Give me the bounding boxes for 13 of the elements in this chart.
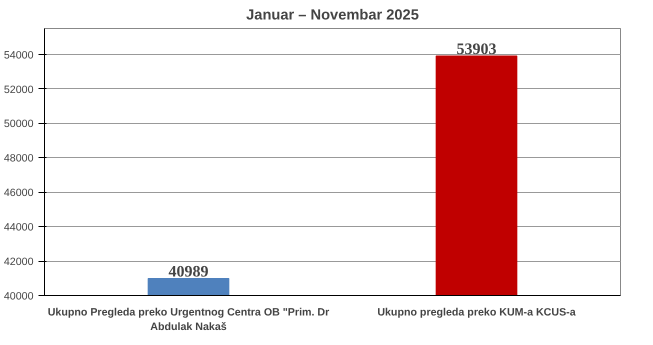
- data-label: 53903: [456, 41, 496, 58]
- chart-title: Januar – Novembar 2025: [246, 8, 419, 24]
- x-tick-label: Ukupno pregleda preko KUM-a KCUS-a: [377, 306, 576, 318]
- y-tick-label: 46000: [4, 187, 34, 200]
- y-tick-label: 54000: [4, 49, 34, 62]
- x-tick-label: Ukupno Pregleda preko Urgentnog Centra OB "Prim. Dr Abdulak Nakaš: [48, 306, 330, 333]
- y-tick-label: 48000: [4, 152, 34, 165]
- data-label: 40989: [168, 263, 208, 280]
- y-tick-label: 50000: [4, 118, 34, 130]
- y-tick-label: 52000: [4, 84, 34, 96]
- y-tick-label: 44000: [4, 222, 34, 234]
- y-tick-label: 42000: [4, 256, 34, 268]
- y-tick-label: 40000: [4, 290, 34, 302]
